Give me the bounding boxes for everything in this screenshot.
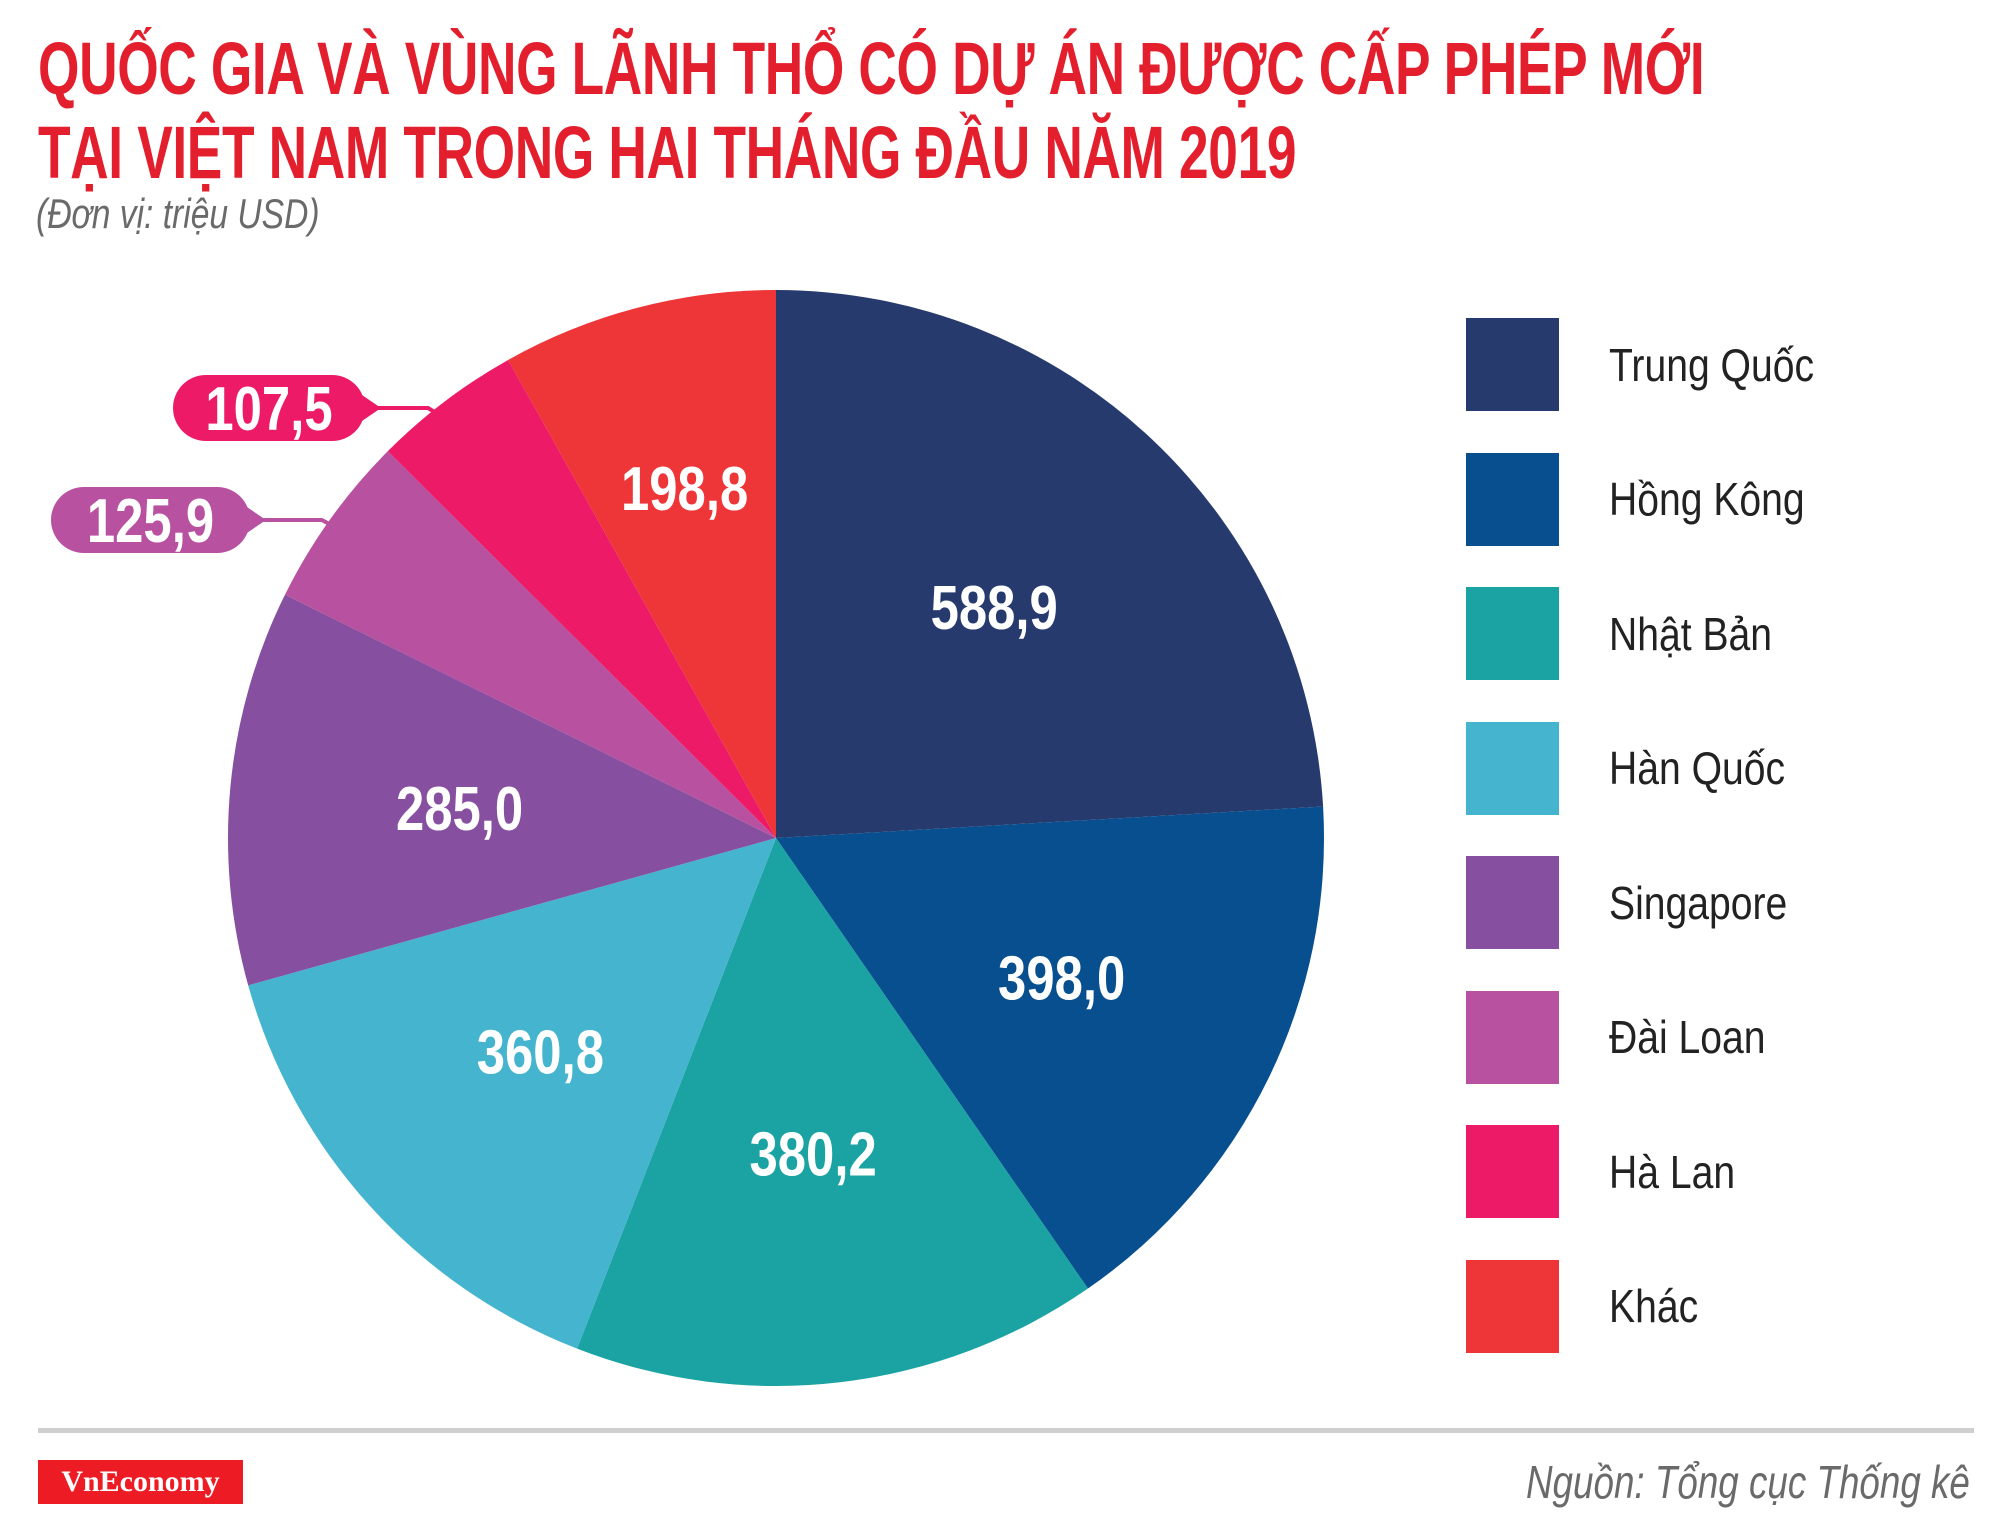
pie-slice-1 [776, 806, 1325, 1289]
legend-item: Hàn Quốc [1466, 721, 1816, 815]
legend-item: Nhật Bản [1466, 587, 1801, 680]
pie-slice-4 [227, 594, 776, 986]
legend-label: Hàn Quốc [1609, 742, 1786, 794]
legend-swatch [1466, 721, 1559, 815]
legend-swatch [1466, 990, 1559, 1084]
data-label: 107,5 [205, 375, 332, 444]
vneconomy-logo: VnEconomy [38, 1460, 243, 1504]
legend-swatch [1466, 452, 1559, 546]
data-label: 198,8 [621, 455, 748, 524]
legend-label: Khác [1609, 1280, 1699, 1332]
callout-line [250, 518, 363, 543]
legend-swatch [1466, 318, 1559, 411]
legend-swatch [1466, 1125, 1559, 1218]
legend-label: Đài Loan [1609, 1011, 1766, 1063]
legend-item: Khác [1466, 1259, 1714, 1353]
legend-item: Đài Loan [1466, 990, 1793, 1084]
legend-item: Hồng Kông [1466, 452, 1839, 546]
divider [38, 1428, 1974, 1433]
legend-swatch [1466, 587, 1559, 680]
callout-pointer [244, 505, 266, 535]
callout-pointer [359, 393, 381, 423]
callout-badge [173, 375, 365, 441]
data-label: 360,8 [477, 1019, 604, 1088]
title-line-2: TẠI VIỆT NAM TRONG HAI THÁNG ĐẦU NĂM 201… [38, 111, 1297, 194]
legend-label: Singapore [1609, 876, 1788, 929]
data-label: 380,2 [750, 1121, 877, 1190]
pie-slice-7 [508, 290, 776, 838]
legend-label: Hà Lan [1609, 1145, 1736, 1198]
data-label: 398,0 [998, 945, 1125, 1014]
callout-line [365, 406, 470, 434]
legend-label: Hồng Kông [1609, 473, 1805, 525]
data-label: 588,9 [931, 574, 1058, 643]
legend-swatch [1466, 856, 1559, 949]
legend-swatch [1466, 1259, 1559, 1353]
callout-badge [51, 487, 250, 553]
unit-label: (Đơn vị: triệu USD) [36, 190, 320, 237]
data-label: 285,0 [396, 775, 523, 844]
legend-item: Trung Quốc [1466, 318, 1850, 411]
legend-label: Nhật Bản [1609, 607, 1773, 660]
data-label: 125,9 [87, 487, 214, 556]
pie-slice-5 [285, 451, 776, 838]
pie-slice-0 [776, 290, 1324, 838]
pie-slice-2 [577, 838, 1088, 1386]
legend-label: Trung Quốc [1609, 338, 1815, 391]
pie-slice-3 [248, 838, 777, 1349]
source-note: Nguồn: Tổng cục Thống kê [1526, 1456, 1970, 1508]
legend-item: Singapore [1466, 856, 1819, 949]
title-line-1: QUỐC GIA VÀ VÙNG LÃNH THỔ CÓ DỰ ÁN ĐƯỢC … [38, 27, 1705, 110]
pie-slice-6 [387, 359, 776, 838]
legend-item: Hà Lan [1466, 1125, 1757, 1218]
